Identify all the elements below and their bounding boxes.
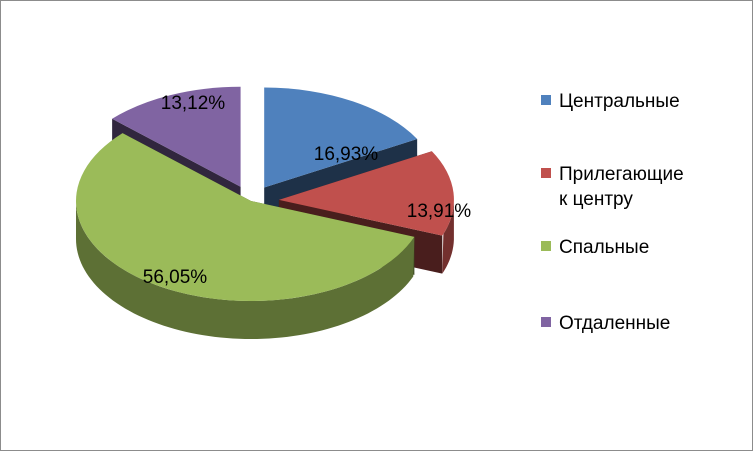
legend-item-adjacent: Прилегающие к центру (541, 162, 684, 212)
legend-label-remote: Отдаленные (559, 313, 671, 334)
slice-rim-adjacent (442, 199, 454, 274)
data-label-remote: 13,12% (161, 93, 226, 114)
data-label-adjacent: 13,91% (407, 201, 472, 222)
slice-rim-sleeping (76, 202, 415, 339)
pie-slice-sleeping (76, 133, 415, 339)
legend-label-adjacent: Прилегающие к центру (559, 164, 684, 210)
legend-swatch-central (541, 95, 551, 105)
legend-swatch-remote (541, 317, 551, 327)
legend-label-central: Центральные (559, 91, 680, 112)
legend-label-sleeping: Спальные (559, 237, 650, 258)
legend-item-sleeping: Спальные (541, 235, 709, 260)
slice-top-central (264, 87, 418, 188)
legend-item-central: Центральные (541, 89, 709, 114)
legend-swatch-sleeping (541, 241, 551, 251)
data-label-sleeping: 56,05% (143, 267, 208, 288)
legend-item-remote: Отдаленные (541, 311, 709, 336)
slice-top-sleeping (76, 133, 415, 301)
slice-top-remote (112, 86, 241, 187)
data-label-central: 16,93% (314, 144, 379, 165)
slice-top-adjacent (278, 151, 454, 236)
legend-swatch-adjacent (541, 168, 551, 178)
